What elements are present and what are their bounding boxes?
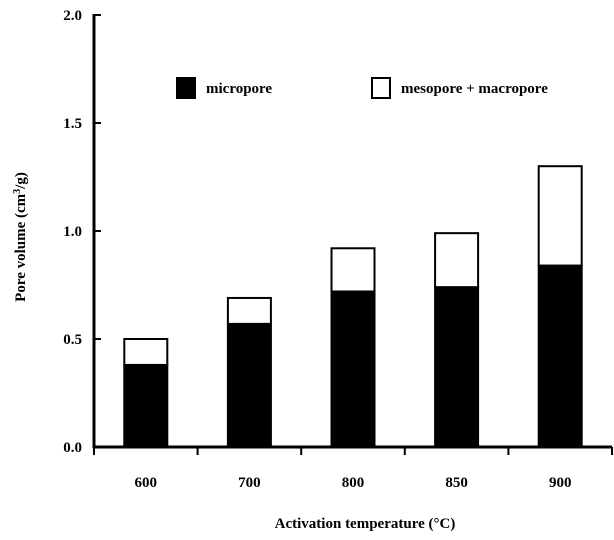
y-tick-label: 1.5 bbox=[63, 116, 82, 132]
y-axis-title-main: Pore volume (cm bbox=[13, 193, 29, 302]
bar-mesopore-macropore-700 bbox=[226, 296, 272, 325]
bar-micropore-900 bbox=[537, 264, 583, 448]
bar-mesopore-macropore-900 bbox=[537, 165, 583, 267]
x-tick-label: 900 bbox=[549, 475, 572, 491]
legend-label-mesopore-macropore: mesopore + macropore bbox=[401, 81, 548, 97]
bar-micropore-850 bbox=[434, 286, 480, 448]
x-tick-label: 700 bbox=[238, 475, 261, 491]
x-axis-title: Activation temperature (°C) bbox=[275, 516, 456, 532]
legend-swatch-micropore bbox=[176, 77, 196, 99]
y-tick-label: 2.0 bbox=[63, 8, 82, 24]
x-ticks-group: 600 700 800 850 900 bbox=[93, 447, 613, 491]
bar-micropore-800 bbox=[330, 290, 376, 449]
legend-label-micropore: micropore bbox=[206, 81, 272, 97]
legend: micropore mesopore + macropore bbox=[176, 77, 548, 99]
bar-mesopore-macropore-600 bbox=[123, 338, 169, 366]
y-tick-label: 0.0 bbox=[63, 440, 82, 456]
bar-mesopore-macropore-850 bbox=[434, 232, 480, 289]
x-tick-label: 600 bbox=[135, 475, 158, 491]
y-tick-label: 1.0 bbox=[63, 224, 82, 240]
y-axis-title: Pore volume (cm3/g) bbox=[12, 172, 30, 302]
bar-micropore-700 bbox=[226, 322, 272, 449]
x-tick-label: 800 bbox=[342, 475, 365, 491]
bar-micropore-600 bbox=[123, 363, 169, 449]
legend-swatch-mesopore-macropore bbox=[371, 77, 391, 99]
bars-group bbox=[123, 165, 583, 449]
y-axis-title-tail: /g) bbox=[13, 172, 29, 190]
y-axis-title-sup: 3 bbox=[12, 189, 23, 194]
x-tick-label: 850 bbox=[445, 475, 468, 491]
y-tick-label: 0.5 bbox=[63, 332, 82, 348]
y-ticks-group: 0.0 0.5 1.0 1.5 2.0 bbox=[63, 8, 101, 456]
bar-mesopore-macropore-800 bbox=[330, 247, 376, 293]
